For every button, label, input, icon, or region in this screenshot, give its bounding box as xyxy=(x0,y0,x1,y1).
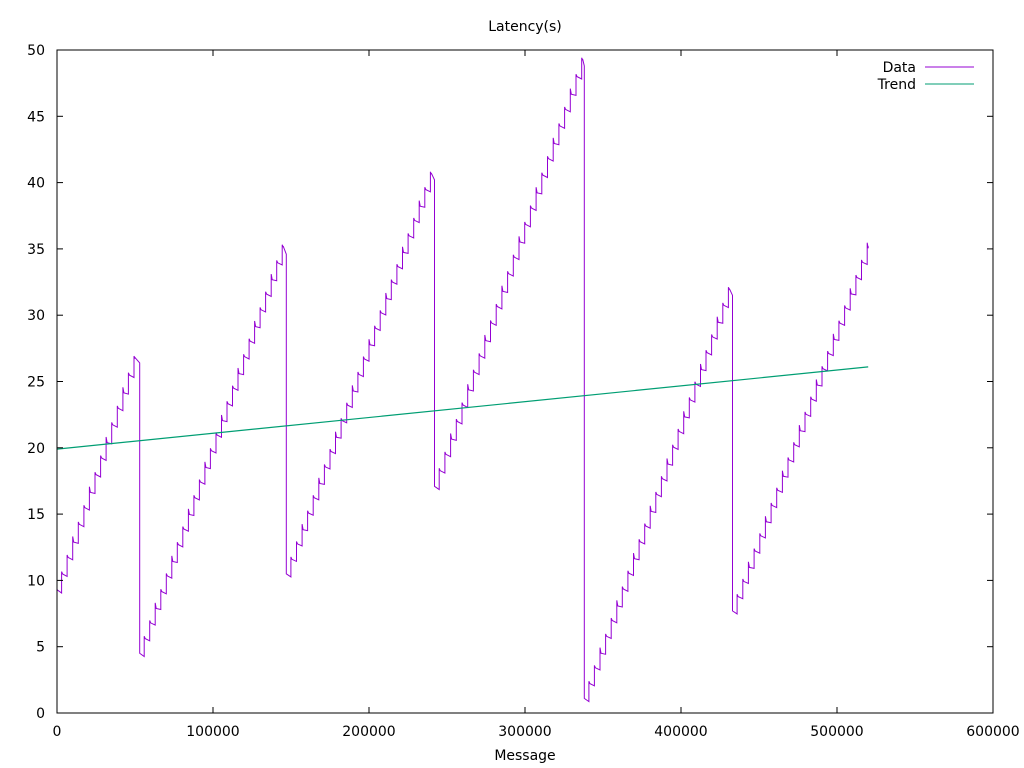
y-tick-label: 20 xyxy=(27,441,45,457)
x-tick-label: 0 xyxy=(53,724,62,740)
plot-frame xyxy=(56,49,994,714)
y-tick-label: 10 xyxy=(27,573,45,589)
y-tick-label: 25 xyxy=(27,375,45,391)
y-axis: 0 5 10 15 20 25 30 35 40 45 50 xyxy=(27,43,993,722)
series-data-line xyxy=(56,57,869,703)
x-tick-label: 600000 xyxy=(966,724,1019,740)
y-tick-label: 0 xyxy=(36,706,45,722)
legend-label: Data xyxy=(883,60,916,76)
y-tick-label: 40 xyxy=(27,176,45,192)
x-tick-label: 500000 xyxy=(810,724,863,740)
y-tick-label: 5 xyxy=(36,640,45,656)
x-axis-label: Message xyxy=(494,748,555,764)
x-axis: 0 100000 200000 300000 400000 500000 600000 xyxy=(53,50,1020,740)
series-trend-line xyxy=(56,366,869,450)
series-layer xyxy=(56,57,869,703)
x-tick-label: 400000 xyxy=(654,724,707,740)
y-tick-label: 50 xyxy=(27,43,45,59)
legend-label: Trend xyxy=(877,77,916,93)
x-tick-label: 300000 xyxy=(498,724,551,740)
y-tick-label: 45 xyxy=(27,109,45,125)
x-tick-label: 200000 xyxy=(342,724,395,740)
x-tick-label: 100000 xyxy=(186,724,239,740)
y-tick-label: 35 xyxy=(27,242,45,258)
y-tick-label: 30 xyxy=(27,308,45,324)
y-tick-label: 15 xyxy=(27,507,45,523)
chart-title: Latency(s) xyxy=(488,19,562,35)
